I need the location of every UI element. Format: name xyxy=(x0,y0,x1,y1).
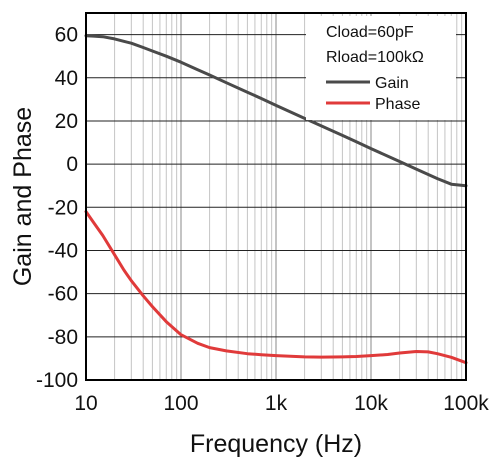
x-tick-label: 1k xyxy=(265,392,288,415)
series-line-phase xyxy=(84,210,468,365)
y-tick-label: 40 xyxy=(55,67,78,90)
x-tick-label: 100 xyxy=(163,392,198,415)
y-tick-label: -80 xyxy=(48,326,78,349)
y-tick-label: 60 xyxy=(55,24,78,47)
legend-phase-label: Phase xyxy=(375,96,420,113)
y-tick-label: -20 xyxy=(48,196,78,219)
annotation-rload: Rload=100kΩ xyxy=(326,49,424,66)
y-tick-label: -40 xyxy=(48,239,78,262)
annotation-cload: Cload=60pF xyxy=(326,24,414,41)
x-axis-title: Frequency (Hz) xyxy=(190,430,362,458)
y-tick-label: 20 xyxy=(55,110,78,133)
series-lines xyxy=(84,34,468,365)
tick-labels: 10 100 1k 10k 100k 60 40 20 0 -20 -40 -60 -80 -100 xyxy=(36,24,489,415)
y-tick-label: -60 xyxy=(48,283,78,306)
y-tick-label: -100 xyxy=(36,369,78,392)
y-axis-title: Gain and Phase xyxy=(9,107,37,286)
x-tick-label: 10 xyxy=(74,392,97,415)
x-tick-label: 10k xyxy=(354,392,388,415)
legend: Cload=60pF Rload=100kΩ Gain Phase xyxy=(306,16,456,120)
y-tick-label: 0 xyxy=(66,153,78,176)
plot-frame xyxy=(85,12,467,381)
series-line-gain xyxy=(84,34,468,188)
legend-gain-label: Gain xyxy=(375,75,409,92)
x-tick-label: 100k xyxy=(443,392,489,415)
